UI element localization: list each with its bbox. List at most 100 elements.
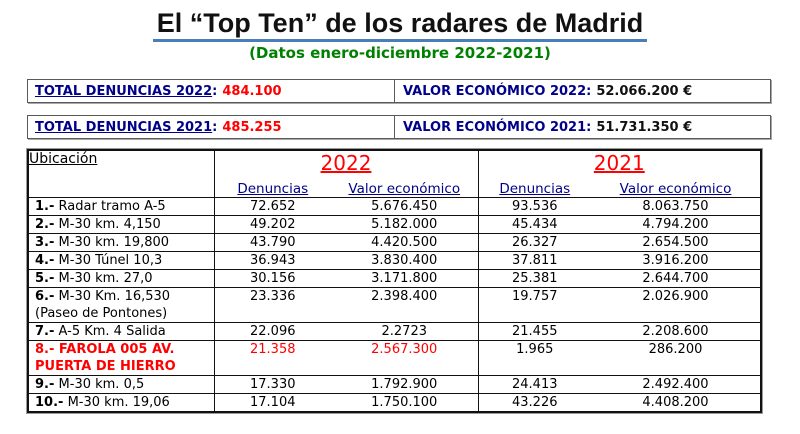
valor-2022-cell: 5.676.450 bbox=[331, 197, 478, 216]
valor-2022-cell: 4.420.500 bbox=[331, 233, 478, 252]
location-cell: 1.- Radar tramo A-5 bbox=[28, 197, 215, 216]
location-cell: 3.- M-30 km. 19,800 bbox=[28, 233, 215, 252]
valor-2022-cell: 2.398.400 bbox=[331, 287, 478, 323]
valor-2022-cell: 3.171.800 bbox=[331, 269, 478, 288]
location-cell: 5.- M-30 km. 27,0 bbox=[28, 269, 215, 288]
valor-economico-2022-cell: VALOR ECONÓMICO 2022: 52.066.200 € bbox=[394, 80, 770, 102]
page-title: El “Top Ten” de los radares de Madrid bbox=[152, 8, 648, 42]
location-label: FAROLA 005 AV. bbox=[58, 342, 175, 357]
valor-2022-cell: 5.182.000 bbox=[331, 215, 478, 234]
denuncias-2021-cell: 25.381 bbox=[477, 269, 591, 288]
location-label: M-30 Km. 16,530 bbox=[58, 289, 171, 304]
page-title-wrap: El “Top Ten” de los radares de Madrid bbox=[0, 8, 800, 42]
denuncias-2021-cell: 24.413 bbox=[477, 375, 591, 394]
colon-separator: : bbox=[586, 83, 592, 99]
denuncias-2021-cell: 26.327 bbox=[477, 233, 591, 252]
denuncias-2022-cell: 17.330 bbox=[214, 375, 331, 394]
colon-separator: : bbox=[586, 119, 592, 135]
rank-number: 9.- bbox=[35, 377, 55, 392]
table-header-row-columns: Denuncias Valor económico Denuncias Valo… bbox=[28, 181, 761, 198]
location-cell: 4.- M-30 Túnel 10,3 bbox=[28, 251, 215, 270]
valor-2021-cell: 2.644.700 bbox=[591, 269, 761, 288]
table-row: 10.- M-30 km. 19,06 17.104 1.750.100 43.… bbox=[28, 393, 761, 412]
valor-2022-cell: 2.2723 bbox=[331, 322, 478, 341]
valor-economico-2021-label: VALOR ECONÓMICO 2021 bbox=[403, 119, 587, 135]
denuncias-2022-cell: 49.202 bbox=[214, 215, 331, 234]
denuncias-2022-cell: 43.790 bbox=[214, 233, 331, 252]
location-label: M-30 km. 19,800 bbox=[58, 235, 170, 250]
location-label: M-30 km. 4,150 bbox=[58, 217, 161, 232]
table-row: 6.- M-30 Km. 16,530 (Paseo de Pontones) … bbox=[28, 287, 761, 323]
year-2021-header: 2021 bbox=[477, 150, 761, 181]
table-row: 5.- M-30 km. 27,0 30.156 3.171.800 25.38… bbox=[28, 269, 761, 288]
denuncias-2021-cell: 21.455 bbox=[477, 322, 591, 341]
table-row: 4.- M-30 Túnel 10,3 36.943 3.830.400 37.… bbox=[28, 251, 761, 270]
rank-number: 10.- bbox=[35, 395, 64, 410]
location-label: M-30 km. 19,06 bbox=[67, 395, 170, 410]
table-header-row-years: Ubicación 2022 2021 bbox=[28, 150, 761, 198]
table-row: 1.- Radar tramo A-5 72.652 5.676.450 93.… bbox=[28, 197, 761, 216]
denuncias-2022-cell: 36.943 bbox=[214, 251, 331, 270]
location-label-line2: (Paseo de Pontones) bbox=[35, 306, 168, 321]
valor-2022-cell: 3.830.400 bbox=[331, 251, 478, 270]
valor-2021-cell: 2.492.400 bbox=[591, 375, 761, 394]
valor-economico-2022-value: 52.066.200 € bbox=[596, 83, 693, 99]
total-denuncias-2021-cell: TOTAL DENUNCIAS 2021: 485.255 bbox=[28, 116, 394, 138]
total-denuncias-2022-value: 484.100 bbox=[222, 83, 282, 99]
page-subtitle: (Datos enero-diciembre 2022-2021) bbox=[249, 44, 551, 62]
rank-number: 2.- bbox=[35, 217, 55, 232]
denuncias-2021-cell: 19.757 bbox=[477, 287, 591, 323]
total-denuncias-2021-value: 485.255 bbox=[222, 119, 282, 135]
denuncias-2021-cell: 45.434 bbox=[477, 215, 591, 234]
denuncias-2022-cell: 72.652 bbox=[214, 197, 331, 216]
valor-2021-cell: 4.794.200 bbox=[591, 215, 761, 234]
valor-2022-header: Valor económico bbox=[331, 181, 478, 198]
table-row-highlighted: 8.- FAROLA 005 AV. PUERTA DE HIERRO 21.3… bbox=[28, 340, 761, 376]
location-label: M-30 Túnel 10,3 bbox=[58, 253, 163, 268]
denuncias-2022-header: Denuncias bbox=[214, 181, 331, 198]
valor-2021-cell: 4.408.200 bbox=[591, 393, 761, 412]
valor-2022-cell: 1.750.100 bbox=[331, 393, 478, 412]
valor-2021-header: Valor económico bbox=[591, 181, 761, 198]
denuncias-2022-cell: 30.156 bbox=[214, 269, 331, 288]
totals-2022-box: TOTAL DENUNCIAS 2022: 484.100 VALOR ECON… bbox=[27, 79, 771, 103]
location-cell: 7.- A-5 Km. 4 Salida bbox=[28, 322, 215, 341]
location-label: A-5 Km. 4 Salida bbox=[58, 324, 166, 339]
totals-2021-box: TOTAL DENUNCIAS 2021: 485.255 VALOR ECON… bbox=[27, 115, 771, 139]
valor-economico-2022-label: VALOR ECONÓMICO 2022 bbox=[403, 83, 587, 99]
location-label-line2: PUERTA DE HIERRO bbox=[35, 359, 176, 374]
denuncias-2021-header: Denuncias bbox=[477, 181, 591, 198]
denuncias-2021-cell: 93.536 bbox=[477, 197, 591, 216]
colon-separator: : bbox=[212, 83, 218, 99]
valor-economico-2021-value: 51.731.350 € bbox=[596, 119, 693, 135]
rank-number: 7.- bbox=[35, 324, 55, 339]
location-header: Ubicación bbox=[28, 150, 215, 198]
valor-2021-cell: 2.026.900 bbox=[591, 287, 761, 323]
valor-2021-cell: 2.654.500 bbox=[591, 233, 761, 252]
table-row: 7.- A-5 Km. 4 Salida 22.096 2.2723 21.45… bbox=[28, 322, 761, 341]
location-label: Radar tramo A-5 bbox=[58, 199, 166, 214]
radar-table: Ubicación 2022 2021 Denuncias Valor econ… bbox=[26, 148, 763, 414]
page: El “Top Ten” de los radares de Madrid (D… bbox=[0, 8, 800, 414]
rank-number: 1.- bbox=[35, 199, 55, 214]
colon-separator: : bbox=[212, 119, 218, 135]
rank-number: 4.- bbox=[35, 253, 55, 268]
total-denuncias-2021-label: TOTAL DENUNCIAS 2021 bbox=[35, 119, 213, 135]
location-cell: 2.- M-30 km. 4,150 bbox=[28, 215, 215, 234]
rank-number: 5.- bbox=[35, 271, 55, 286]
year-2022-header: 2022 bbox=[320, 151, 372, 175]
denuncias-2022-cell: 21.358 bbox=[214, 340, 331, 376]
total-denuncias-2022-label: TOTAL DENUNCIAS 2022 bbox=[35, 83, 213, 99]
location-cell: 10.- M-30 km. 19,06 bbox=[28, 393, 215, 412]
location-label: M-30 km. 0,5 bbox=[58, 377, 145, 392]
valor-2021-cell: 8.063.750 bbox=[591, 197, 761, 216]
denuncias-2022-cell: 22.096 bbox=[214, 322, 331, 341]
location-cell: 9.- M-30 km. 0,5 bbox=[28, 375, 215, 394]
valor-2022-cell: 1.792.900 bbox=[331, 375, 478, 394]
denuncias-2021-cell: 1.965 bbox=[477, 340, 591, 376]
valor-2021-cell: 3.916.200 bbox=[591, 251, 761, 270]
rank-number: 3.- bbox=[35, 235, 55, 250]
valor-2021-cell: 286.200 bbox=[591, 340, 761, 376]
location-cell: 8.- FAROLA 005 AV. PUERTA DE HIERRO bbox=[28, 340, 215, 376]
table-row: 2.- M-30 km. 4,150 49.202 5.182.000 45.4… bbox=[28, 215, 761, 234]
